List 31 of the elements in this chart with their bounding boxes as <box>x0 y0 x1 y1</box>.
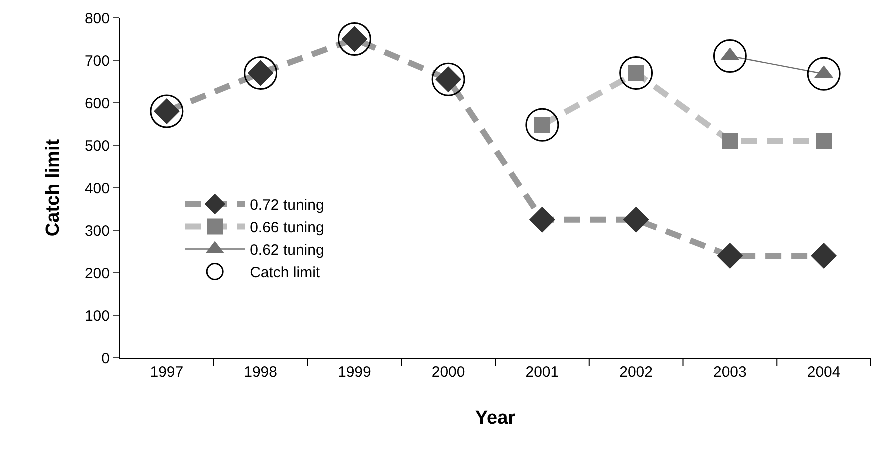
point <box>722 133 738 150</box>
point <box>811 243 838 269</box>
x-tick-label: 2004 <box>807 364 841 381</box>
x-tick-label: 1999 <box>338 364 372 381</box>
y-axis-title: Catch limit <box>42 138 64 237</box>
y-tick-label: 0 <box>102 350 110 368</box>
y-tick-label: 700 <box>84 52 110 70</box>
legend-label: Catch limit <box>250 264 321 282</box>
x-tick-label: 2000 <box>432 364 466 381</box>
point <box>816 133 832 150</box>
legend-label: 0.72 tuning <box>250 197 324 214</box>
point <box>526 108 560 142</box>
y-tick-label: 200 <box>84 265 110 282</box>
x-tick-label: 2002 <box>620 364 653 381</box>
y-tick-label: 100 <box>84 308 110 325</box>
x-axis-title: Year <box>475 408 516 429</box>
point <box>717 243 744 269</box>
y-tick-label: 300 <box>84 222 110 240</box>
legend-label: 0.62 tuning <box>250 242 324 260</box>
point <box>623 206 650 233</box>
y-tick-label: 800 <box>84 10 110 28</box>
point <box>529 206 556 233</box>
x-tick-label: 1997 <box>150 364 184 381</box>
y-tick-label: 400 <box>84 180 110 198</box>
legend-label: 0.66 tuning <box>250 220 324 237</box>
x-tick-label: 2003 <box>714 364 747 381</box>
x-tick-label: 1998 <box>244 364 278 381</box>
y-tick-label: 500 <box>84 138 110 155</box>
x-tick-label: 2001 <box>526 364 560 381</box>
point <box>620 56 654 90</box>
y-tick-label: 600 <box>84 95 110 112</box>
